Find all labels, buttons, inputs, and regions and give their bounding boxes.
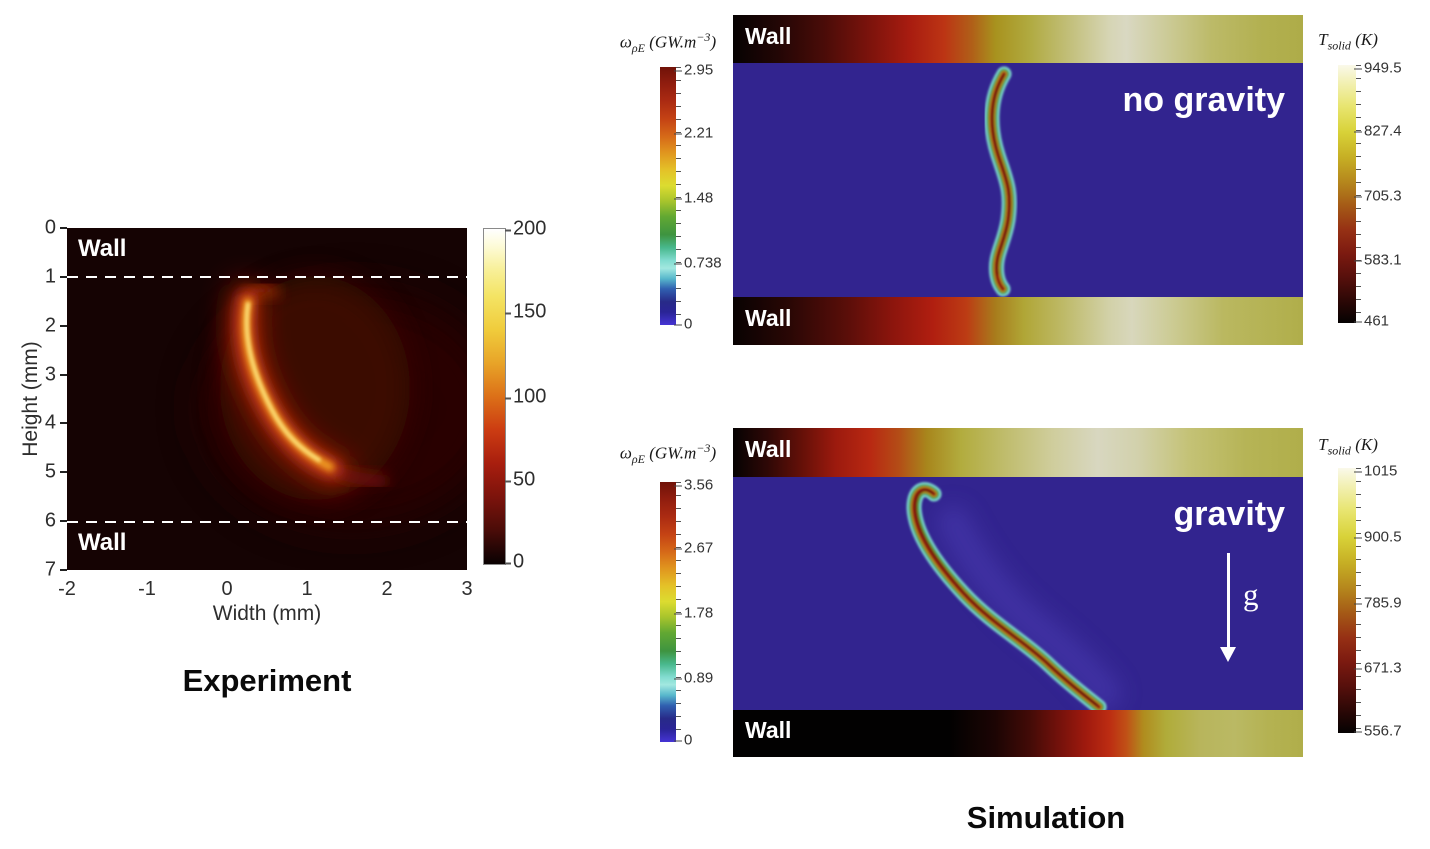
tsolid-colorbar-gravity	[1338, 468, 1361, 733]
tsolid-tick: 705.3	[1354, 187, 1402, 205]
experiment-y-tick: 7	[44, 558, 56, 581]
experiment-y-tick: 6	[44, 509, 56, 532]
omega-tick: 0.89	[673, 669, 714, 687]
experiment-x-tick: -2	[58, 578, 76, 600]
tsolid-colorbar-no-gravity	[1338, 65, 1361, 323]
omega-tick: 0	[673, 731, 693, 749]
omega-tick: 2.21	[673, 124, 714, 142]
y-tick-mark	[60, 471, 67, 474]
tsolid-tick: 556.7	[1354, 722, 1402, 740]
tsolid-colorbar-title: Tsolid (K)	[1318, 435, 1378, 458]
wall-strip-bottom: Wall	[733, 710, 1303, 757]
experiment-x-tick: 0	[221, 578, 233, 600]
omega-colorbar-title: ωρE (GW.m−3)	[619, 30, 717, 56]
gas-region: gravity g	[733, 477, 1303, 710]
omega-tick: 1.78	[673, 604, 714, 622]
experiment-colorbar-tick: 100	[504, 385, 547, 408]
tsolid-tick: 461	[1353, 312, 1390, 330]
tsolid-tick: 583.1	[1354, 251, 1402, 269]
tsolid-colorbar-title: Tsolid (K)	[1318, 30, 1378, 53]
wall-strip-top: Wall	[733, 15, 1303, 63]
wall-label-bottom: Wall	[745, 717, 792, 743]
y-tick-mark	[60, 227, 67, 229]
wall-boundary-dashed-line-top	[67, 275, 467, 278]
omega-tick: 3.56	[673, 476, 714, 494]
experiment-y-tick: 4	[44, 411, 56, 434]
experiment-x-tick: 2	[381, 578, 393, 600]
simulation-caption: Simulation	[966, 800, 1126, 835]
tsolid-tick: 1015	[1353, 462, 1398, 480]
experiment-x-tick: 1	[301, 578, 313, 600]
experiment-colorbar	[483, 228, 506, 565]
omega-tick: 2.67	[673, 539, 714, 557]
experiment-colorbar-tick: 150	[504, 300, 547, 323]
experiment-heatmap: Wall Wall	[67, 228, 467, 570]
tsolid-tick: 827.4	[1354, 122, 1402, 140]
experiment-y-axis-label: Height (mm)	[19, 341, 42, 457]
experiment-colorbar-tick: 50	[504, 468, 536, 491]
gravity-label: gravity	[1173, 495, 1286, 533]
experiment-x-axis-label: Width (mm)	[212, 602, 322, 625]
omega-tick: 2.95	[673, 61, 714, 79]
experiment-x-tick: 3	[461, 578, 473, 600]
omega-tick: 0	[673, 315, 693, 333]
omega-colorbar-gravity	[660, 482, 681, 742]
experiment-flame-image	[67, 228, 467, 570]
wall-label-bottom: Wall	[745, 305, 792, 331]
simulation-panel-gravity: Wall gravity g	[733, 428, 1303, 757]
y-tick-mark	[60, 569, 67, 571]
y-tick-mark	[60, 275, 67, 278]
gravity-arrow	[1227, 553, 1230, 648]
experiment-y-tick: 5	[44, 460, 56, 483]
tsolid-tick: 900.5	[1354, 528, 1402, 546]
experiment-caption: Experiment	[182, 663, 352, 698]
y-tick-mark	[60, 373, 67, 376]
experiment-wall-label-bottom: Wall	[78, 529, 127, 556]
wall-strip-bottom: Wall	[733, 297, 1303, 345]
experiment-y-tick: 3	[44, 363, 56, 386]
wall-label-top: Wall	[745, 436, 792, 462]
experiment-y-tick: 0	[44, 216, 56, 239]
gas-region: no gravity	[733, 63, 1303, 297]
gravity-symbol: g	[1243, 577, 1259, 612]
experiment-y-tick: 1	[44, 265, 56, 288]
y-tick-mark	[60, 422, 67, 425]
y-tick-mark	[60, 324, 67, 327]
wall-label-top: Wall	[745, 23, 792, 49]
wall-boundary-dashed-line-bottom	[67, 520, 467, 523]
flame-front-gravity	[906, 482, 1122, 710]
no-gravity-label: no gravity	[1122, 81, 1285, 119]
tsolid-tick: 671.3	[1354, 659, 1402, 677]
omega-colorbar-no-gravity	[660, 67, 681, 325]
experiment-colorbar-tick: 200	[504, 217, 547, 240]
gravity-arrow-head	[1220, 647, 1236, 662]
simulation-panel-no-gravity: Wall no gravity Wall	[733, 15, 1303, 345]
omega-tick: 1.48	[673, 189, 714, 207]
experiment-x-tick: -1	[138, 578, 156, 600]
y-tick-mark	[60, 520, 67, 523]
omega-tick: 0.738	[674, 254, 722, 272]
experiment-wall-label-top: Wall	[78, 235, 127, 262]
flame-front-no-gravity	[984, 66, 1017, 297]
omega-colorbar-title: ωρE (GW.m−3)	[619, 441, 717, 467]
tsolid-tick: 785.9	[1354, 594, 1402, 612]
tsolid-tick: 949.5	[1354, 59, 1402, 77]
experiment-y-tick: 2	[44, 314, 56, 337]
wall-strip-top: Wall	[733, 428, 1303, 477]
experiment-colorbar-tick: 0	[504, 550, 525, 573]
